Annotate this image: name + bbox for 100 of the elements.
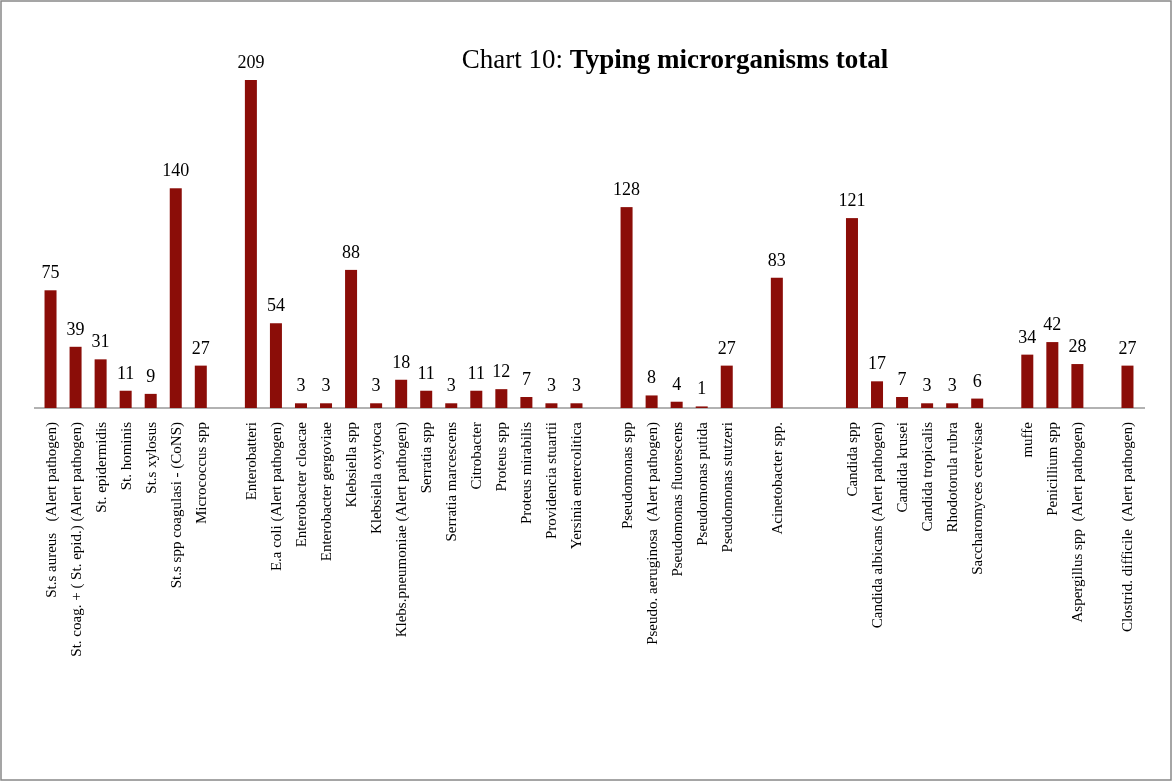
bar [545,403,558,408]
data-label: 3 [546,375,556,396]
x-tick-label: Pseudomonas putida [693,421,710,546]
data-label: 12 [492,361,511,382]
bar [1071,364,1084,408]
bar [119,390,132,408]
x-tick-label: Candida krusei [894,422,911,513]
data-label: 27 [717,337,736,358]
data-label: 9 [146,365,156,386]
data-label: 88 [342,241,361,262]
data-label: 27 [191,337,210,358]
bar [370,403,383,408]
bar [921,403,934,408]
data-label: 11 [467,362,485,383]
data-label: 3 [922,375,932,396]
x-tick-label: Pseudomonas fluorescens [668,421,685,577]
x-tick-label: Aspergillus spp (Alert pathogen) [1069,422,1087,623]
data-label: 17 [868,353,887,374]
data-label: 28 [1068,336,1087,357]
bar [570,403,583,408]
bar [94,359,107,408]
bar [971,398,984,408]
bar [896,397,909,408]
chart-title: Chart 10: Typing microrganisms total [461,44,889,74]
x-tick-label: Citrobacter [468,422,485,490]
bar [620,207,633,408]
data-label: 140 [162,160,190,181]
bar [670,401,683,408]
x-tick-label: Saccharomyces cerevisae [969,421,986,575]
bar [520,397,533,408]
x-tick-label: Rhodotorula rubra [944,421,961,533]
data-label: 8 [647,367,657,388]
bar [1046,342,1059,408]
bar [845,218,858,408]
data-label: 7 [897,369,907,390]
x-tick-label: Proteus spp [493,422,510,492]
bar [420,390,433,408]
bar [44,290,57,408]
x-tick-label: Pseudomonas spp [618,422,635,530]
data-label: 75 [41,262,60,283]
x-tick-label: Serratia marcescens [443,421,460,542]
data-label: 7 [521,369,531,390]
x-tick-label: Candida albicans (Alert pathogen) [869,422,887,629]
x-tick-label: St.s xylosus [142,421,159,494]
data-label: 3 [321,375,331,396]
bar [320,403,333,408]
data-label: 3 [947,375,957,396]
x-tick-label: Penicillium spp [1044,422,1061,516]
x-tick-label: Pseudo. aeruginosa (Alert pathogen) [643,422,661,645]
data-label: 209 [237,52,265,72]
data-label: 18 [392,351,411,372]
data-label: 39 [66,318,85,339]
bar [645,395,658,408]
x-tick-label: Acinetobacter spp. [768,422,785,535]
bar [244,80,257,408]
bar [445,403,458,408]
data-label: 54 [266,295,285,316]
x-tick-label: Enterobacter gergoviae [318,421,335,562]
x-tick-label: Candida tropicalis [919,421,936,532]
bar [720,365,733,408]
bar [345,269,358,408]
x-tick-label: Serratia spp [418,422,435,494]
bar [871,381,884,408]
bar [294,403,307,408]
x-tick-label: St.s spp coagulasi - (CoNS) [167,422,185,589]
x-tick-label: E.a coli (Alert pathogen) [267,422,285,572]
x-tick-label: Candida spp [843,422,860,497]
data-label: 27 [1118,337,1137,358]
x-tick-label: Klebs.pneumoniae (Alert pathogen) [393,422,411,638]
bar [69,346,82,408]
x-tick-label: St.s aureus (Alert pathogen) [42,422,60,598]
x-tick-label: Pseudomonas stutzeri [718,422,735,553]
data-label: 3 [571,375,581,396]
data-label: 1 [697,378,707,399]
x-tick-label: St. hominis [117,421,134,491]
bar [1021,354,1034,408]
x-tick-label: Yersinia entercolitica [568,421,585,550]
bar [770,277,783,408]
x-tick-label: Clostrid. difficile (Alert pathogen) [1119,422,1137,633]
bar [495,389,508,408]
x-tick-label: Proteus mirabilis [518,421,535,525]
data-label: 6 [972,370,982,391]
bar [946,403,959,408]
data-label: 11 [116,362,135,383]
data-label: 121 [838,190,866,211]
bar [144,393,157,408]
x-tick-label: Enterobacter cloacae [292,421,309,548]
data-label: 4 [672,373,682,394]
data-label: 34 [1018,326,1037,347]
data-label: 83 [767,249,786,270]
x-tick-label: Klebsiella oxytoca [368,421,385,535]
x-tick-label: Micrococcus spp [192,422,209,525]
bar [169,188,182,408]
bar [194,365,207,408]
x-tick-label: Providencia stuartii [543,422,560,540]
data-label: 42 [1043,314,1062,335]
bar [395,379,408,408]
bar [1121,365,1134,408]
data-label: 11 [417,362,435,383]
x-tick-label: St. epidermidis [92,421,109,513]
